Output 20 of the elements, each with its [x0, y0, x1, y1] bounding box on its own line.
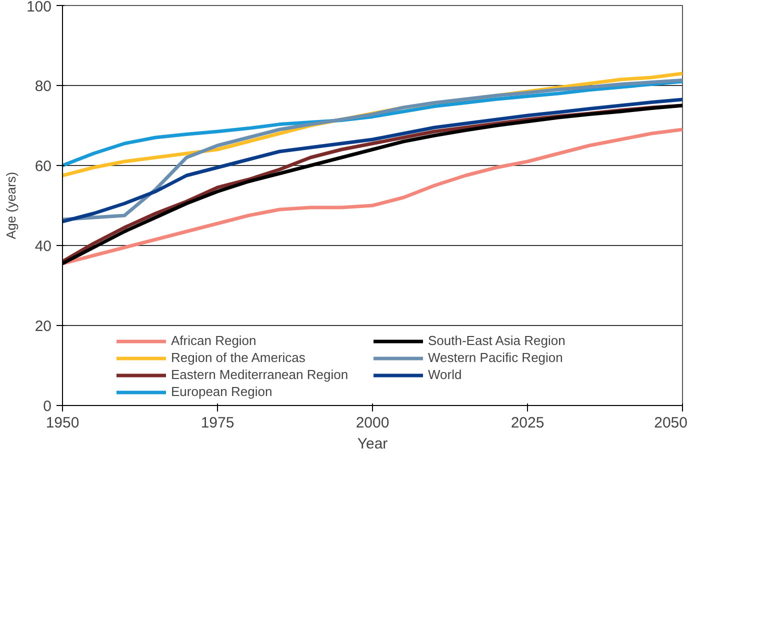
x-axis-title: Year: [357, 436, 388, 452]
legend-label: Region of the Americas: [171, 350, 306, 365]
x-tick-label: 1975: [200, 414, 234, 432]
legend-label: Western Pacific Region: [428, 350, 564, 365]
y-tick-label: 100: [26, 0, 52, 16]
y-tick-label: 60: [34, 158, 52, 175]
legend-label: European Region: [171, 384, 274, 399]
x-tick-label: 2050: [654, 414, 688, 432]
legend-label: South-East Asia Region: [428, 333, 566, 348]
y-tick-label: 80: [34, 78, 52, 95]
x-tick-label: 2025: [510, 414, 544, 432]
y-tick-label: 0: [43, 398, 52, 415]
x-tick-label: 1950: [46, 414, 80, 432]
legend-label: Eastern Mediterranean Region: [171, 367, 350, 382]
legend-label: African Region: [171, 333, 258, 348]
y-tick-label: 40: [34, 238, 52, 255]
x-tick-label: 2000: [356, 414, 390, 432]
y-tick-label: 20: [34, 318, 52, 335]
legend-label: World: [428, 367, 463, 382]
y-axis-title: Age (years): [3, 172, 18, 240]
